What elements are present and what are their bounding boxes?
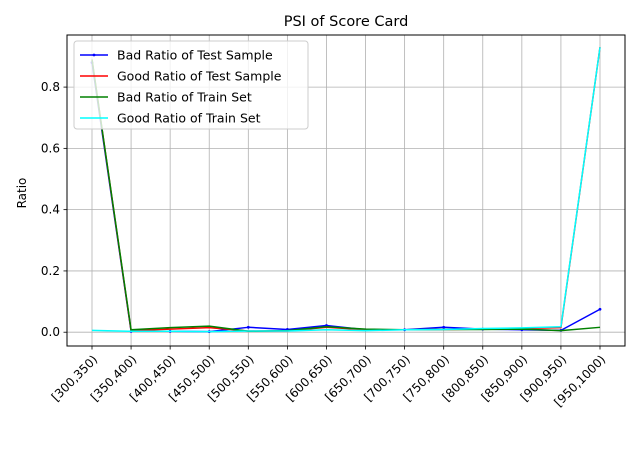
legend: Bad Ratio of Test Sample Good Ratio of Te… bbox=[73, 40, 309, 130]
series-line-4 bbox=[91, 47, 601, 333]
legend-marker bbox=[92, 53, 96, 57]
chart-title: PSI of Score Card bbox=[284, 14, 409, 30]
y-tick-label: 0.2 bbox=[41, 264, 60, 278]
data-point bbox=[598, 307, 602, 311]
data-point bbox=[442, 325, 446, 329]
legend-label: Good Ratio of Test Sample bbox=[117, 69, 282, 84]
y-tick-label: 0.4 bbox=[41, 203, 60, 217]
series-line-3 bbox=[91, 59, 601, 333]
legend-label: Bad Ratio of Train Set bbox=[117, 90, 252, 105]
y-tick-label: 0.6 bbox=[41, 141, 60, 155]
data-point bbox=[246, 325, 250, 329]
legend-box bbox=[73, 40, 309, 130]
y-tick-label: 0.8 bbox=[41, 80, 60, 94]
y-axis-ticks: 0.0 0.2 0.4 0.6 0.8 bbox=[41, 80, 67, 339]
y-tick-label: 0.0 bbox=[41, 325, 60, 339]
plot-frame bbox=[66, 34, 626, 347]
legend-label: Good Ratio of Train Set bbox=[117, 111, 261, 126]
y-axis-label: Ratio bbox=[15, 178, 29, 209]
series-lines bbox=[90, 47, 602, 333]
legend-label: Bad Ratio of Test Sample bbox=[117, 48, 273, 63]
